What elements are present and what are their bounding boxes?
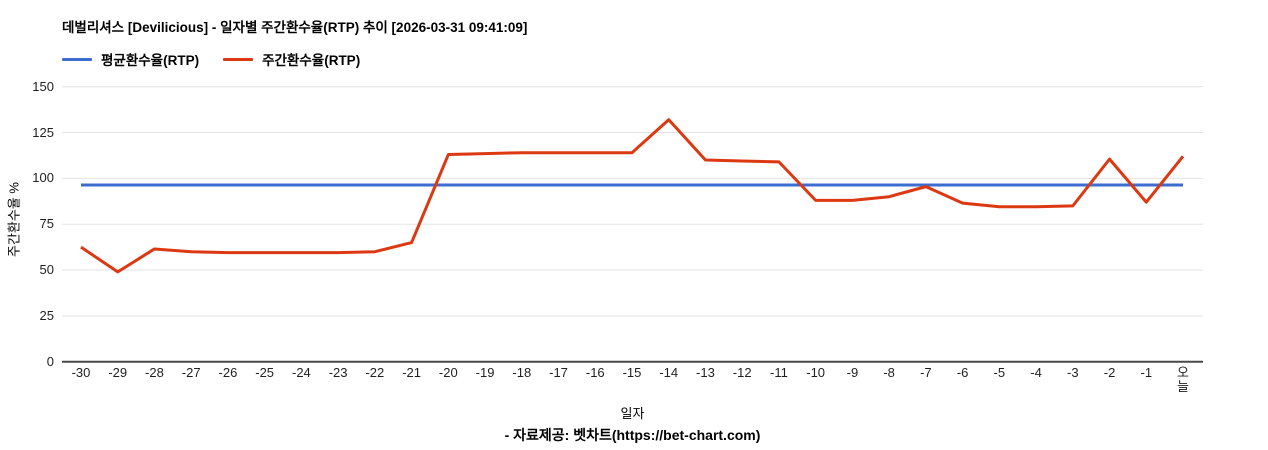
y-tick-label: 75 [39,216,54,232]
x-tick-label: -29 [108,365,128,380]
x-tick-label: -20 [438,365,458,380]
y-tick-label: 150 [32,78,54,94]
x-tick-label: -12 [732,365,752,380]
legend-label-average-rtp: 평균환수율(RTP) [101,53,200,68]
x-tick-label: -3 [1067,365,1079,380]
x-tick-label: -13 [696,365,715,380]
x-tick-label: -14 [659,365,679,380]
x-tick-label: -8 [883,365,895,380]
x-tick-label: -18 [512,365,532,380]
x-tick-label: -28 [145,365,164,380]
x-tick-label: -30 [71,365,91,380]
x-tick-label: -6 [956,365,969,380]
x-tick-label: -7 [920,365,932,380]
x-tick-label: -23 [328,365,348,380]
weekly-line-swatch-icon [223,57,254,61]
x-tick-label: -5 [993,365,1006,380]
x-tick-label: -4 [1030,365,1042,380]
x-tick-label: -17 [549,365,568,380]
x-tick-label: -16 [585,365,605,380]
x-tick-label: -25 [255,365,275,380]
chart-title: 데벌리셔스 [Devilicious] - 일자별 주간환수율(RTP) 추이 … [62,20,528,35]
y-axis-title: 주간환수율 % [6,182,22,257]
x-axis-title: 일자 [620,406,645,421]
x-tick-label: -21 [402,365,421,380]
x-tick-label: -22 [365,365,385,380]
x-tick-label: -26 [218,365,238,380]
data-source-footer: - 자료제공: 벳차트(https://bet-chart.com) [504,427,761,443]
y-tick-label: 100 [32,170,54,186]
x-tick-label: -15 [622,365,642,380]
x-tick-label: -11 [770,365,788,380]
x-tick-label: -27 [181,365,201,380]
x-tick-label: -10 [806,365,826,380]
x-tick-label: -1 [1140,365,1153,380]
chart-legend: 평균환수율(RTP) 주간환수율(RTP) [62,49,360,69]
y-tick-label: 25 [39,307,54,323]
average-line-swatch-icon [62,57,92,61]
legend-label-weekly-rtp: 주간환수율(RTP) [262,53,361,68]
legend-entry-average-rtp: 평균환수율(RTP) [62,49,199,69]
y-tick-label: 50 [39,262,54,278]
x-tick-label: -19 [475,365,495,380]
legend-entry-weekly-rtp: 주간환수율(RTP) [223,49,360,69]
x-tick-label: -24 [291,365,311,380]
x-tick-label: -9 [846,365,859,380]
y-tick-label: 125 [32,124,54,140]
x-tick-label: -2 [1103,365,1116,380]
y-tick-label: 0 [46,353,54,369]
x-tick-label: 오 늘 [1177,365,1189,394]
